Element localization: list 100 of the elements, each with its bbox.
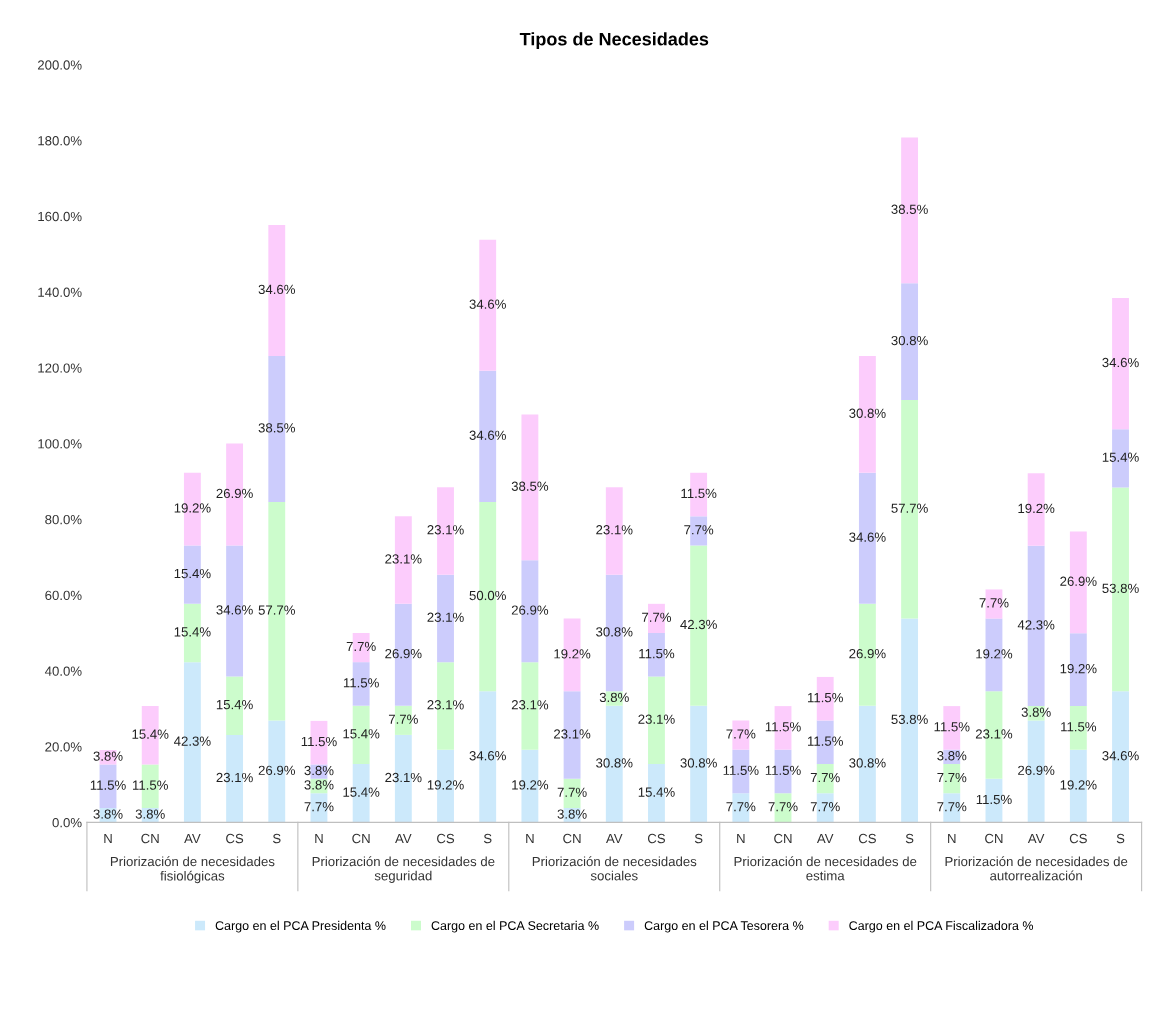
data-label: 7.7% (937, 802, 967, 812)
data-label: 26.9% (385, 648, 422, 659)
data-label: 11.5% (90, 780, 126, 790)
x-tick-label: CN (774, 833, 792, 844)
data-label: 30.8% (596, 627, 633, 637)
x-tick-label: S (483, 833, 492, 844)
data-label: 7.7% (810, 802, 840, 812)
y-tick-label: 20.0% (45, 742, 82, 752)
x-tick-label: N (315, 834, 323, 844)
x-tick-label: S (694, 833, 703, 844)
data-label: 3.8% (93, 809, 123, 819)
x-tick-label: CS (1069, 833, 1087, 844)
legend-label: Cargo en el PCA Tesorera % (644, 920, 804, 933)
data-label: 42.3% (173, 736, 211, 746)
data-label: 7.7% (768, 802, 798, 812)
data-label: 7.7% (810, 772, 840, 783)
x-tick-label: N (948, 834, 956, 844)
data-label: 11.5% (723, 765, 759, 775)
data-label: 11.5% (681, 488, 717, 499)
data-label: 11.5% (765, 722, 801, 732)
x-tick-label: AV (184, 834, 201, 844)
chart-title: Tipos de Necesidades (519, 32, 709, 50)
text: Priorización de necesidades fisiológicas (110, 856, 275, 884)
x-tick-label: S (1116, 833, 1125, 844)
data-label: 50.0% (469, 590, 506, 601)
text: Priorización de necesidades sociales (532, 856, 697, 881)
data-label: 7.7% (726, 729, 756, 739)
data-label: 15.4% (343, 787, 380, 797)
data-label: 3.8% (304, 780, 334, 790)
data-label: 53.8% (891, 714, 928, 725)
data-label: 15.4% (216, 699, 253, 710)
x-tick-label: AV (395, 834, 412, 844)
data-label: 23.1% (975, 729, 1013, 739)
data-label: 3.8% (937, 751, 967, 761)
data-label: 7.7% (388, 714, 418, 724)
data-label: 30.8% (849, 408, 886, 418)
data-label: 34.6% (216, 605, 253, 615)
data-label: 23.1% (638, 714, 675, 724)
data-label: 15.4% (1102, 452, 1139, 462)
x-tick-label: CN (352, 833, 370, 844)
data-label: 26.9% (849, 648, 886, 659)
data-label: 3.8% (1021, 707, 1051, 717)
data-label: 11.5% (765, 765, 801, 775)
data-label: 7.7% (684, 525, 714, 535)
data-label: 30.8% (596, 758, 633, 768)
data-label: 19.2% (174, 503, 211, 513)
x-tick-label: CS (226, 833, 244, 844)
data-label: 7.7% (726, 802, 756, 812)
data-label: 3.8% (557, 809, 587, 819)
data-label: 19.2% (1060, 780, 1097, 790)
data-label: 34.6% (258, 284, 296, 295)
data-label: 26.9% (258, 765, 296, 775)
data-label: 53.8% (1102, 583, 1139, 593)
data-label: 34.6% (1102, 357, 1139, 368)
data-label: 30.8% (849, 758, 886, 768)
data-label: 3.8% (304, 765, 334, 776)
data-label: 7.7% (979, 598, 1009, 608)
data-label: 11.5% (301, 736, 337, 747)
y-tick-label: 160.0% (38, 211, 82, 222)
data-label: 7.7% (304, 802, 334, 812)
y-tick-label: 0.0% (52, 817, 82, 828)
legend-label: Cargo en el PCA Fiscalizadora % (849, 920, 1034, 933)
y-tick-label: 40.0% (44, 666, 82, 676)
y-tick-label: 140.0% (38, 287, 82, 297)
data-label: 57.7% (891, 503, 928, 513)
data-label: 19.2% (512, 780, 549, 790)
x-tick-label: CS (858, 833, 876, 844)
data-label: 30.8% (891, 335, 928, 346)
x-tick-label: CN (985, 833, 1003, 844)
data-label: 11.5% (808, 736, 843, 746)
x-tick-label: AV (1027, 834, 1045, 844)
data-label: 7.7% (557, 787, 587, 797)
x-tick-label: CN (563, 833, 581, 844)
data-label: 15.4% (132, 729, 169, 739)
data-label: 42.3% (1017, 620, 1055, 630)
y-tick-label: 120.0% (38, 363, 82, 373)
x-tick-label: AV (605, 834, 623, 844)
data-label: 3.8% (599, 692, 629, 703)
x-tick-label: N (526, 834, 534, 844)
data-label: 3.8% (135, 809, 165, 819)
data-label: 23.1% (216, 772, 253, 783)
data-label: 19.2% (1060, 663, 1097, 674)
data-label: 19.2% (427, 780, 464, 790)
data-label: 23.1% (385, 772, 422, 783)
legend-label: Cargo en el PCA Secretaria % (431, 920, 599, 933)
data-label: 23.1% (427, 525, 464, 535)
y-tick-label: 180.0% (38, 136, 82, 146)
data-label: 38.5% (891, 204, 928, 214)
data-label: 11.5% (132, 780, 168, 790)
data-label: 7.7% (642, 612, 672, 622)
y-tick-label: 80.0% (45, 514, 82, 525)
x-tick-label: AV (816, 834, 834, 844)
data-label: 7.7% (346, 641, 376, 652)
data-label: 11.5% (976, 794, 1012, 805)
data-label: 3.8% (93, 751, 123, 761)
data-label: 23.1% (596, 525, 633, 535)
data-label: 15.4% (343, 729, 380, 739)
data-label: 38.5% (511, 481, 549, 491)
data-label: 19.2% (1018, 503, 1055, 514)
data-label: 23.1% (554, 729, 591, 739)
